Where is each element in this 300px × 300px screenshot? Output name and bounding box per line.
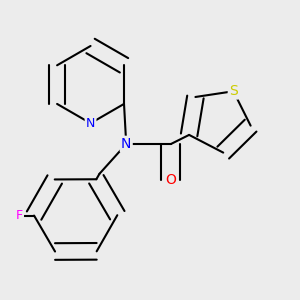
- Text: F: F: [16, 209, 23, 222]
- Text: O: O: [165, 173, 176, 187]
- Text: N: N: [86, 117, 95, 130]
- Text: S: S: [229, 84, 238, 98]
- Text: N: N: [121, 137, 131, 151]
